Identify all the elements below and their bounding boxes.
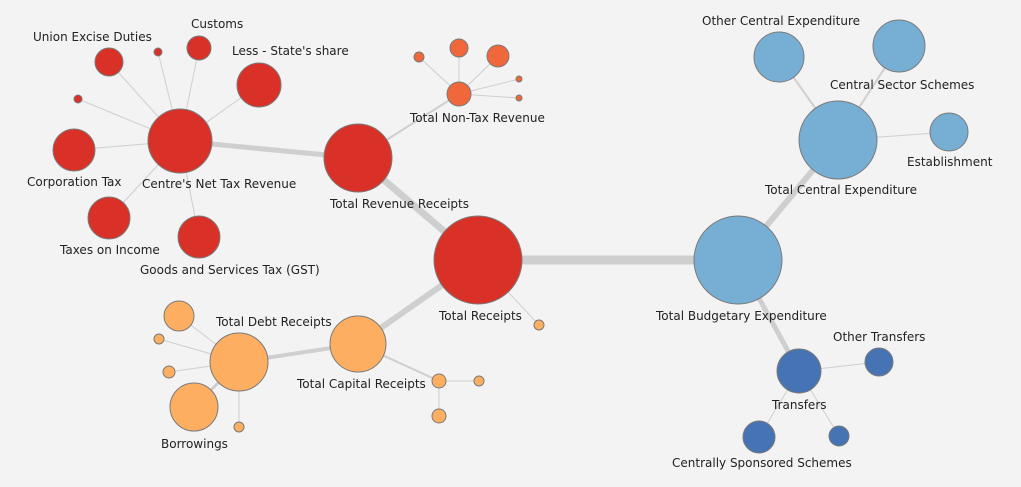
node-capital-c1[interactable] xyxy=(431,373,447,389)
label-total-debt-receipts: Total Debt Receipts xyxy=(215,315,332,329)
node-labels: Union Excise Duties Customs Less - State… xyxy=(27,14,993,470)
node-nontax-c5[interactable] xyxy=(515,94,523,102)
node-debt-c2[interactable] xyxy=(153,333,165,345)
node-nontax-c2[interactable] xyxy=(449,38,469,58)
label-centres-net-tax-revenue: Centre's Net Tax Revenue xyxy=(142,177,296,191)
node-transfers-small[interactable] xyxy=(828,425,850,447)
node-total-capital-receipts[interactable] xyxy=(329,315,387,373)
node-customs[interactable] xyxy=(186,35,212,61)
node-total-central-expenditure[interactable] xyxy=(798,100,878,180)
node-centres-net-tax-revenue[interactable] xyxy=(147,108,213,174)
node-gst[interactable] xyxy=(177,215,221,259)
node-establishment[interactable] xyxy=(929,112,969,152)
node-centrally-sponsored-schemes[interactable] xyxy=(742,420,776,454)
label-total-central-expenditure: Total Central Expenditure xyxy=(764,183,917,197)
label-other-transfers: Other Transfers xyxy=(833,330,925,344)
node-union-excise-duties[interactable] xyxy=(94,47,124,77)
node-nettax-tiny[interactable] xyxy=(73,94,83,104)
node-less-state-share[interactable] xyxy=(236,62,282,108)
label-corporation-tax: Corporation Tax xyxy=(27,175,122,189)
label-central-sector-schemes: Central Sector Schemes xyxy=(830,78,974,92)
node-central-sector-schemes[interactable] xyxy=(872,19,926,73)
node-transfers[interactable] xyxy=(776,348,822,394)
node-capital-c2[interactable] xyxy=(473,375,485,387)
label-total-receipts: Total Receipts xyxy=(438,309,522,323)
node-other-transfers[interactable] xyxy=(864,347,894,377)
label-other-central-expenditure: Other Central Expenditure xyxy=(702,14,860,28)
node-receipts-small[interactable] xyxy=(533,319,545,331)
label-taxes-on-income: Taxes on Income xyxy=(59,243,160,257)
node-total-debt-receipts[interactable] xyxy=(209,332,269,392)
label-transfers: Transfers xyxy=(771,398,827,412)
label-centrally-sponsored-schemes: Centrally Sponsored Schemes xyxy=(672,456,852,470)
label-customs: Customs xyxy=(191,17,243,31)
node-nontax-c3[interactable] xyxy=(486,44,510,68)
nodes xyxy=(52,19,969,454)
node-other-central-expenditure[interactable] xyxy=(753,31,805,83)
node-total-non-tax-revenue[interactable] xyxy=(446,81,472,107)
node-nontax-c1[interactable] xyxy=(413,51,425,63)
node-total-revenue-receipts[interactable] xyxy=(323,123,393,193)
label-total-budgetary-expenditure: Total Budgetary Expenditure xyxy=(655,309,827,323)
node-capital-c3[interactable] xyxy=(431,408,447,424)
node-total-budgetary-expenditure[interactable] xyxy=(693,215,783,305)
node-taxes-on-income[interactable] xyxy=(87,196,131,240)
label-establishment: Establishment xyxy=(907,155,993,169)
node-corporation-tax[interactable] xyxy=(52,128,96,172)
node-nettax-small[interactable] xyxy=(153,47,163,57)
node-total-receipts[interactable] xyxy=(433,215,523,305)
node-borrowings[interactable] xyxy=(169,382,219,432)
label-union-excise-duties: Union Excise Duties xyxy=(33,30,152,44)
node-debt-c3[interactable] xyxy=(162,365,176,379)
label-borrowings: Borrowings xyxy=(161,437,228,451)
node-nontax-c4[interactable] xyxy=(515,75,523,83)
label-less-state-share: Less - State's share xyxy=(232,44,349,58)
label-total-revenue-receipts: Total Revenue Receipts xyxy=(329,197,469,211)
label-total-capital-receipts: Total Capital Receipts xyxy=(296,377,426,391)
node-debt-c4[interactable] xyxy=(233,421,245,433)
label-gst: Goods and Services Tax (GST) xyxy=(140,263,320,277)
label-total-non-tax-revenue: Total Non-Tax Revenue xyxy=(409,111,545,125)
node-debt-c1[interactable] xyxy=(163,300,195,332)
